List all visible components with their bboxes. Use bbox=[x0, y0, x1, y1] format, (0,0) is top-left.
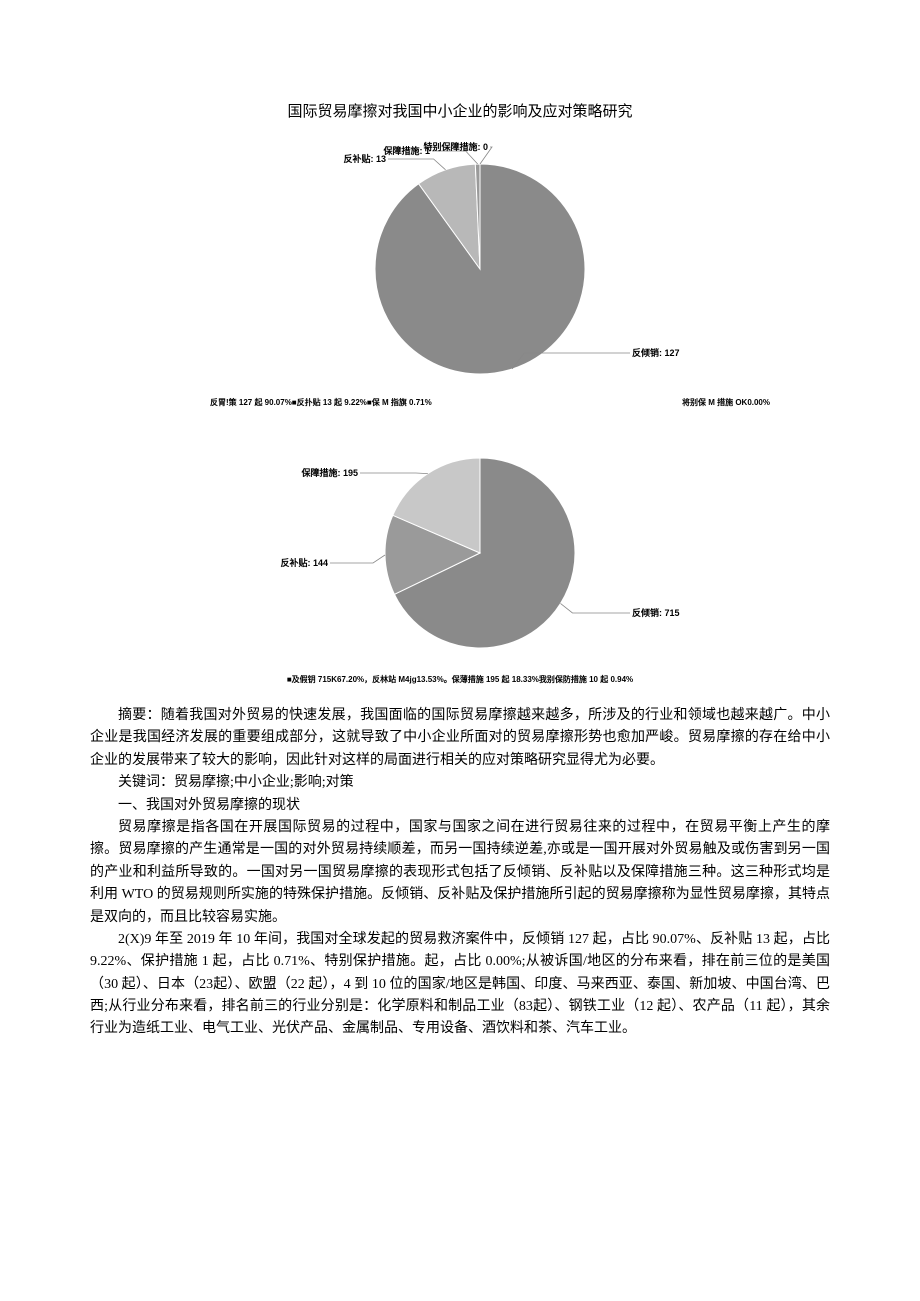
leader-line bbox=[388, 159, 446, 170]
leader-line bbox=[560, 603, 630, 613]
body-paragraph-1: 贸易摩擦是指各国在开展国际贸易的过程中，国家与国家之间在进行贸易往来的过程中，在… bbox=[90, 817, 830, 929]
chart-1-caption-left: 反胃!策 127 起 90.07%■反扑贴 13 起 9.22%■保 M 指旗 … bbox=[90, 397, 490, 408]
abstract-paragraph: 摘要：随着我国对外贸易的快速发展，我国面临的国际贸易摩擦越来越多，所涉及的行业和… bbox=[90, 705, 830, 772]
document-page: 国际贸易摩擦对我国中小企业的影响及应对策略研究 反倾销: 127 反补贴: 13 保… bbox=[0, 0, 920, 1101]
leader-line bbox=[360, 473, 428, 474]
pie-slice-label: 反倾销: 127 bbox=[632, 347, 680, 358]
pie-slice-label: 保障措施: 195 bbox=[300, 467, 358, 478]
pie-chart-2-svg: 反倾销: 715 反补贴: 144 保障措施: 195 bbox=[200, 438, 720, 668]
keywords-line: 关键词：贸易摩擦;中小企业;影响;对策 bbox=[90, 772, 830, 794]
pie-chart-1: 反倾销: 127反补贴: 13保障措施: 1特别保障措施: 0 反胃!策 127… bbox=[90, 141, 830, 408]
leader-line bbox=[330, 555, 385, 563]
body-paragraph-2: 2(X)9 年至 2019 年 10 年间，我国对全球发起的贸易救济案件中，反倾… bbox=[90, 929, 830, 1041]
pie-slice-label: 反补贴: 13 bbox=[343, 153, 386, 164]
pie-slice-label: 反补贴: 144 bbox=[280, 557, 328, 568]
chart-2-caption: ■及假钥 715K67.20%，反林站 M4jg13.53%。保薄措施 195 … bbox=[90, 674, 830, 685]
section-heading-1: 一、我国对外贸易摩擦的现状 bbox=[90, 795, 830, 817]
pie-slice-label: 特别保障措施: 0 bbox=[423, 141, 488, 152]
spacer bbox=[90, 408, 830, 438]
pie-chart-1-svg: 反倾销: 127反补贴: 13保障措施: 1特别保障措施: 0 bbox=[200, 141, 720, 391]
pie-chart-2: 反倾销: 715 反补贴: 144 保障措施: 195 ■及假钥 715K67.20… bbox=[90, 438, 830, 685]
document-title: 国际贸易摩擦对我国中小企业的影响及应对策略研究 bbox=[90, 100, 830, 121]
leader-line bbox=[432, 151, 478, 164]
chart-1-caption-right: 将别保 M 措施 OK0.00% bbox=[490, 397, 830, 408]
pie-slice-label: 反倾销: 715 bbox=[632, 607, 680, 618]
chart-1-caption: 反胃!策 127 起 90.07%■反扑贴 13 起 9.22%■保 M 指旗 … bbox=[90, 397, 830, 408]
